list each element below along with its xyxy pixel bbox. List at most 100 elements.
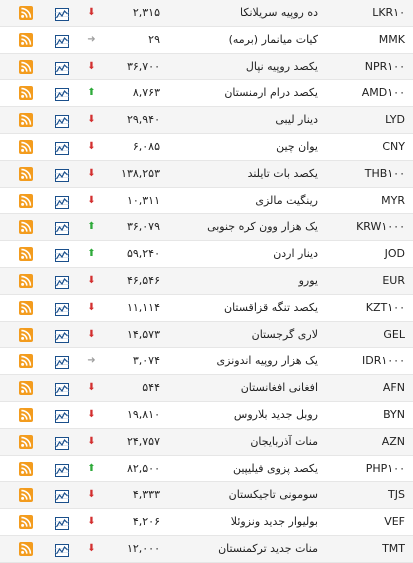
currency-price: ۴,۳۳۳ xyxy=(132,488,160,502)
currency-code: CNY xyxy=(382,139,405,153)
arrow-down-icon: ⬇ xyxy=(87,435,96,447)
rss-icon[interactable] xyxy=(19,273,33,288)
table-row: LYD دینار لیبی ۲۹,۹۴۰ ⬇ xyxy=(0,107,413,134)
rss-icon[interactable] xyxy=(19,6,33,20)
arrow-down-icon: ⬇ xyxy=(87,542,96,554)
currency-price: ۳۶,۷۰۰ xyxy=(126,59,160,73)
rss-icon[interactable] xyxy=(19,59,33,74)
line-chart-icon[interactable] xyxy=(55,408,69,423)
table-row: JOD دینار اردن ۵۹,۲۴۰ ⬆ xyxy=(0,241,413,268)
line-chart-icon[interactable] xyxy=(55,462,69,477)
rss-icon[interactable] xyxy=(19,220,33,235)
arrow-down-icon: ⬇ xyxy=(87,60,96,72)
rss-icon[interactable] xyxy=(19,381,33,396)
rss-icon[interactable] xyxy=(19,113,33,128)
table-row: PHP۱۰۰ یکصد پزوی فیلیپین ۸۲,۵۰۰ ⬆ xyxy=(0,456,413,483)
arrow-down-icon: ⬇ xyxy=(87,301,96,313)
rss-icon[interactable] xyxy=(19,327,33,342)
rss-icon[interactable] xyxy=(19,32,33,47)
currency-code: IDR۱۰۰۰ xyxy=(362,354,405,368)
table-row: IDR۱۰۰۰ یک هزار روپیه اندونزی ۳,۰۷۴ ➜ xyxy=(0,348,413,376)
rss-icon[interactable] xyxy=(19,434,33,449)
line-chart-icon[interactable] xyxy=(55,6,69,21)
rss-icon[interactable] xyxy=(19,193,33,208)
currency-name: یکصد درام ارمنستان xyxy=(224,86,318,100)
line-chart-icon[interactable] xyxy=(55,113,69,129)
currency-price: ۲۴,۷۵۷ xyxy=(126,434,160,448)
table-row: AZN منات آذربایجان ۲۴,۷۵۷ ⬇ xyxy=(0,428,413,456)
line-chart-icon[interactable] xyxy=(55,33,69,48)
rss-icon[interactable] xyxy=(19,354,33,369)
currency-name: منات جدید ترکمنستان xyxy=(218,541,318,555)
arrow-down-icon: ⬇ xyxy=(87,140,96,152)
currency-price: ۳,۰۷۴ xyxy=(132,354,160,368)
currency-code: MYR xyxy=(381,193,405,207)
arrow-down-icon: ⬇ xyxy=(87,194,96,206)
currency-price: ۱۳۸,۲۵۳ xyxy=(121,166,160,180)
currency-price: ۸,۷۶۳ xyxy=(132,86,160,100)
table-row: AMD۱۰۰ یکصد درام ارمنستان ۸,۷۶۳ ⬆ xyxy=(0,80,413,108)
arrow-up-icon: ⬆ xyxy=(87,87,96,99)
currency-name: لاری گرجستان xyxy=(251,327,318,341)
rss-icon[interactable] xyxy=(19,541,33,556)
currency-price: ۵۴۴ xyxy=(142,381,160,395)
line-chart-icon[interactable] xyxy=(55,220,69,236)
arrow-down-icon: ⬇ xyxy=(87,7,96,18)
rss-icon[interactable] xyxy=(19,300,33,315)
arrow-down-icon: ⬇ xyxy=(87,114,96,126)
table-row: LKR۱۰ ده روپیه سریلانکا ۲,۳۱۵ ⬇ xyxy=(0,0,413,27)
line-chart-icon[interactable] xyxy=(55,354,69,370)
table-row: TMT منات جدید ترکمنستان ۱۲,۰۰۰ ⬇ xyxy=(0,535,413,563)
currency-code: BYN xyxy=(383,407,405,421)
currency-code: TJS xyxy=(388,488,405,502)
line-chart-icon[interactable] xyxy=(55,247,69,263)
arrow-down-icon: ⬇ xyxy=(87,489,96,501)
rss-icon[interactable] xyxy=(19,515,33,530)
line-chart-icon[interactable] xyxy=(55,381,69,397)
line-chart-icon[interactable] xyxy=(55,515,69,531)
rss-icon[interactable] xyxy=(19,247,33,262)
currency-name: دینار اردن xyxy=(273,247,318,261)
currency-name: روبل جدید بلاروس xyxy=(233,407,318,421)
line-chart-icon[interactable] xyxy=(55,328,69,343)
currency-name: یکصد پزوی فیلیپین xyxy=(232,461,318,475)
currency-price: ۳۶,۰۷۹ xyxy=(126,220,160,234)
table-row: TJS سومونی تاجیکستان ۴,۳۳۳ ⬇ xyxy=(0,482,413,510)
rss-icon[interactable] xyxy=(19,86,33,101)
currency-name: یک هزار روپیه اندونزی xyxy=(216,354,318,368)
currency-price: ۱۹,۸۱۰ xyxy=(126,407,160,421)
table-row: EUR یورو ۴۶,۵۴۶ ⬇ xyxy=(0,267,413,295)
line-chart-icon[interactable] xyxy=(55,167,69,182)
currency-code: THB۱۰۰ xyxy=(364,166,405,180)
rss-icon[interactable] xyxy=(19,139,33,154)
line-chart-icon[interactable] xyxy=(55,140,69,155)
line-chart-icon[interactable] xyxy=(55,60,69,75)
rss-icon[interactable] xyxy=(19,407,33,422)
currency-price: ۱۴,۵۷۳ xyxy=(126,327,160,341)
currency-name: ده روپیه سریلانکا xyxy=(240,6,318,19)
rss-icon[interactable] xyxy=(19,488,33,503)
line-chart-icon[interactable] xyxy=(55,301,69,316)
table-row: KZT۱۰۰ یکصد تنگه قزاقستان ۱۱,۱۱۴ ⬇ xyxy=(0,295,413,322)
currency-code: AZN xyxy=(381,434,405,448)
arrow-down-icon: ⬇ xyxy=(87,516,96,528)
arrow-down-icon: ⬇ xyxy=(87,167,96,179)
line-chart-icon[interactable] xyxy=(55,194,69,209)
line-chart-icon[interactable] xyxy=(55,274,69,289)
arrow-down-icon: ⬇ xyxy=(87,382,96,394)
line-chart-icon[interactable] xyxy=(55,86,69,102)
rss-icon[interactable] xyxy=(19,166,33,181)
line-chart-icon[interactable] xyxy=(55,435,69,450)
table-row: THB۱۰۰ یکصد بات تایلند ۱۳۸,۲۵۳ ⬇ xyxy=(0,160,413,188)
arrow-up-icon: ⬆ xyxy=(87,221,96,233)
arrow-up-icon: ⬆ xyxy=(87,248,96,260)
line-chart-icon[interactable] xyxy=(55,488,69,504)
currency-code: KRW۱۰۰۰ xyxy=(356,220,405,234)
arrow-up-icon: ⬆ xyxy=(87,462,96,474)
currency-name: یورو xyxy=(298,273,318,287)
arrow-right-icon: ➜ xyxy=(87,33,96,45)
rss-icon[interactable] xyxy=(19,461,33,476)
currency-name: یکصد روپیه نپال xyxy=(245,59,318,73)
currency-name: بولیوار جدید ونزوئلا xyxy=(230,515,318,529)
